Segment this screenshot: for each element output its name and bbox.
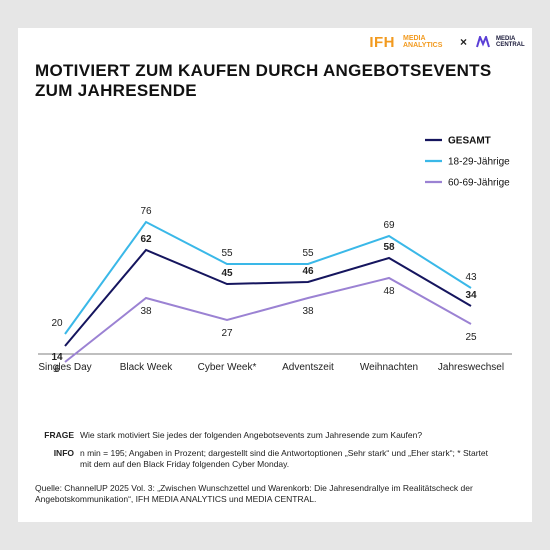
x-tick-label: Weihnachten bbox=[360, 362, 418, 373]
data-label: 48 bbox=[383, 286, 395, 297]
cross-separator: × bbox=[459, 35, 467, 49]
data-label: 62 bbox=[140, 234, 152, 245]
info-text: n min = 195; Angaben in Prozent; dargest… bbox=[80, 448, 488, 469]
info-row: INFO n min = 195; Angaben in Prozent; da… bbox=[18, 448, 532, 470]
x-tick-label: Black Week bbox=[120, 362, 174, 373]
data-label: 27 bbox=[221, 328, 233, 339]
info-label: INFO bbox=[53, 448, 74, 458]
data-label: 43 bbox=[465, 272, 477, 283]
data-label: 25 bbox=[465, 332, 477, 343]
data-label: 6 bbox=[54, 364, 60, 375]
data-label: 58 bbox=[383, 242, 395, 253]
media-central-icon bbox=[476, 36, 490, 48]
brand-logos: IFH MEDIA ANALYTICS × MEDIA CENTRAL bbox=[369, 33, 525, 51]
data-label: 38 bbox=[140, 306, 152, 317]
data-label: 55 bbox=[302, 248, 314, 259]
x-tick-label: Cyber Week* bbox=[198, 362, 257, 373]
frage-label: FRAGE bbox=[44, 430, 74, 440]
x-tick-label: Jahreswechsel bbox=[438, 362, 504, 373]
media-analytics-logo-text: MEDIA ANALYTICS bbox=[402, 35, 443, 49]
data-label: 46 bbox=[302, 266, 314, 277]
data-label: 34 bbox=[465, 290, 477, 301]
legend-label: GESAMT bbox=[448, 136, 491, 147]
data-label: 14 bbox=[51, 352, 63, 363]
frage-row: FRAGE Wie stark motiviert Sie jedes der … bbox=[18, 430, 532, 441]
data-label: 76 bbox=[140, 206, 152, 217]
series-line-60-69 bbox=[64, 276, 472, 363]
data-label: 55 bbox=[221, 248, 233, 259]
media-central-logo-text: MEDIA CENTRAL bbox=[496, 36, 525, 48]
data-label: 20 bbox=[51, 318, 63, 329]
line-chart: Singles Day Black Week Cyber Week* Adventsz… bbox=[38, 136, 512, 375]
data-label: 45 bbox=[221, 268, 233, 279]
legend-label: 18-29-Jährige bbox=[448, 157, 510, 168]
series-line-18-29 bbox=[64, 220, 472, 335]
data-label: 38 bbox=[302, 306, 314, 317]
legend-label: 60-69-Jährige bbox=[448, 178, 510, 189]
source-note: Quelle: ChannelUP 2025 Vol. 3: „Zwischen… bbox=[35, 483, 473, 504]
x-tick-label: Adventszeit bbox=[282, 362, 334, 373]
chart-card: IFH MEDIA ANALYTICS × MEDIA CENTRAL MOTI… bbox=[18, 28, 532, 522]
ifh-logo: IFH bbox=[369, 33, 395, 51]
series-line-gesamt bbox=[64, 248, 472, 347]
frage-text: Wie stark motiviert Sie jedes der folgen… bbox=[80, 430, 423, 440]
data-label: 69 bbox=[383, 220, 395, 231]
x-tick-label: Singles Day bbox=[38, 362, 91, 373]
chart-title: MOTIVIERT ZUM KAUFEN DURCH ANGEBOTSEVENT… bbox=[35, 61, 492, 100]
